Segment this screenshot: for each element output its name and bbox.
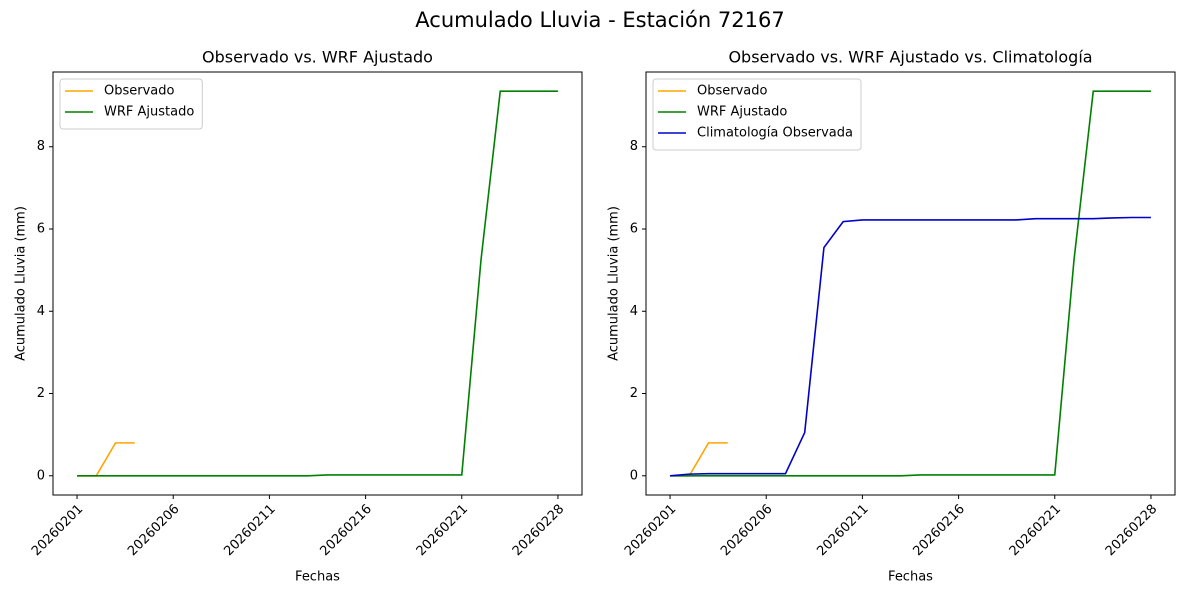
y-tick-label: 6 (630, 222, 638, 237)
axes-title: Observado vs. WRF Ajustado vs. Climatolo… (728, 48, 1092, 67)
y-tick-label: 4 (630, 304, 638, 319)
legend-label: WRF Ajustado (697, 105, 787, 120)
series-line (670, 442, 728, 477)
legend: Observado WRF Ajustado (59, 78, 203, 130)
series-line (77, 90, 558, 477)
x-tick-label: 20260211 (814, 502, 871, 559)
y-tick-label: 2 (37, 386, 45, 401)
y-axis-label: Acumulado Lluvia (mm) (607, 206, 622, 361)
x-tick-label: 20260211 (221, 502, 278, 559)
x-tick-label: 20260201 (29, 502, 86, 559)
y-axis-label: Acumulado Lluvia (mm) (14, 206, 29, 361)
y-tick-label: 8 (37, 139, 45, 154)
axes-frame (52, 71, 583, 496)
x-tick-label: 20260221 (1007, 502, 1064, 559)
legend-label: Climatología Observada (697, 126, 853, 141)
x-tick-label: 20260206 (125, 502, 182, 559)
x-axis-label: Fechas (295, 570, 340, 585)
x-tick-label: 20260206 (718, 502, 775, 559)
y-tick-label: 0 (630, 468, 638, 483)
axes: Observado vs. WRF Ajustado 0 2 4 6 8 20260201 2… (14, 48, 583, 585)
figure-title: Acumulado Lluvia - Estación 72167 (415, 8, 784, 32)
x-tick-label: 20260201 (622, 502, 679, 559)
legend-label: WRF Ajustado (104, 105, 194, 120)
series-line (77, 442, 135, 477)
x-axis-label: Fechas (888, 570, 933, 585)
axes: Observado vs. WRF Ajustado vs. Climatolo… (607, 48, 1176, 585)
legend-frame (59, 78, 203, 130)
x-tick-label: 20260221 (414, 502, 471, 559)
x-tick-label: 20260228 (1103, 502, 1160, 559)
y-tick-label: 2 (630, 386, 638, 401)
series-line (669, 216, 1151, 477)
axes-title: Observado vs. WRF Ajustado (202, 48, 433, 67)
legend: Observado WRF Ajustado Climatología Observ… (652, 78, 862, 151)
y-tick-label: 0 (37, 468, 45, 483)
legend-frame (652, 78, 862, 151)
series-line (670, 90, 1151, 477)
y-tick-label: 8 (630, 139, 638, 154)
legend-label: Observado (697, 84, 768, 99)
axes-frame (645, 71, 1176, 496)
x-tick-label: 20260216 (910, 502, 967, 559)
x-tick-label: 20260216 (317, 502, 374, 559)
y-tick-label: 4 (37, 304, 45, 319)
x-tick-label: 20260228 (510, 502, 567, 559)
y-tick-label: 6 (37, 222, 45, 237)
legend-label: Observado (104, 84, 175, 99)
